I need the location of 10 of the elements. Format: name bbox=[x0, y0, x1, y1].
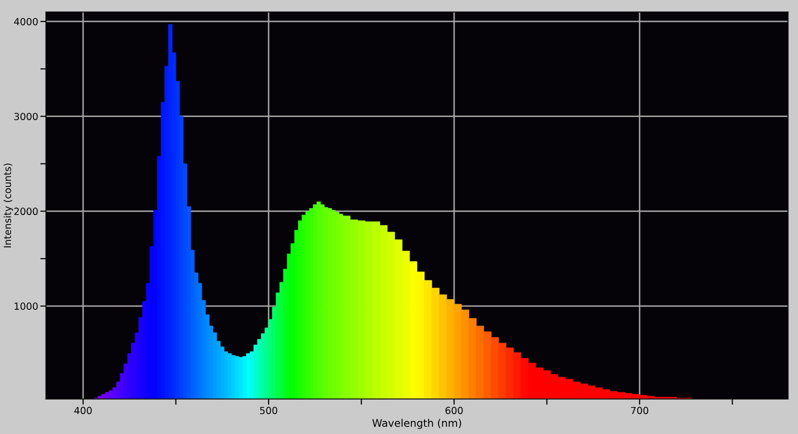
y-tick-label: 3000 bbox=[14, 112, 38, 120]
y-tick-label: 1000 bbox=[14, 302, 38, 310]
x-tick-label: 500 bbox=[260, 406, 278, 414]
y-tick-label: 2000 bbox=[14, 208, 38, 216]
x-tick-label: 600 bbox=[446, 406, 463, 414]
x-tick-label: 400 bbox=[74, 406, 92, 414]
x-tick-label: 700 bbox=[631, 406, 648, 414]
y-tick-label: 4000 bbox=[14, 18, 38, 26]
y-axis-title: Intensity (counts) bbox=[4, 164, 13, 248]
x-axis-title: Wavelength (nm) bbox=[372, 418, 462, 429]
